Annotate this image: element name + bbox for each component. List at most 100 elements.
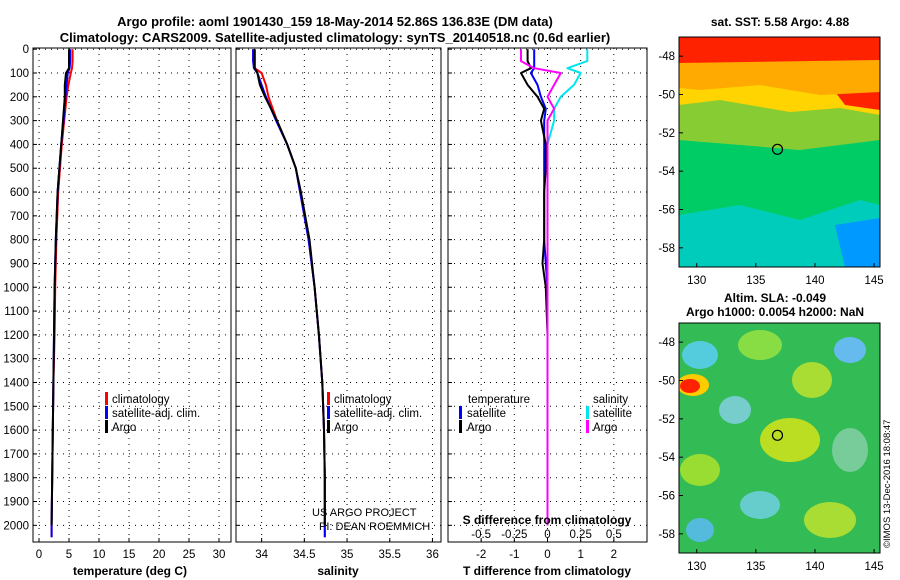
temperature-grid bbox=[33, 48, 231, 542]
sla-lon-tick-label: 130 bbox=[687, 561, 706, 573]
legend-title-temperature: temperature bbox=[468, 394, 530, 406]
t-diff-tick-label: 1 bbox=[577, 549, 583, 561]
legend-label-argo: Argo bbox=[334, 422, 358, 434]
series-line-satellite-adj-clim- bbox=[252, 49, 326, 538]
sla-map-title-line1: Altim. SLA: -0.049 bbox=[724, 291, 826, 305]
legend-swatch-satellite bbox=[105, 406, 108, 419]
s-diff-tick-label: 0.25 bbox=[569, 529, 591, 541]
sla-map-title-line2: Argo h1000: 0.0054 h2000: NaN bbox=[686, 305, 864, 319]
legend-swatch-climatology bbox=[105, 392, 108, 405]
temperature-tick-label: 20 bbox=[153, 549, 166, 561]
sla-lat-tick-label: -52 bbox=[658, 414, 675, 426]
legend-label-argo: Argo bbox=[112, 422, 136, 434]
s-diff-tick-label: 0.5 bbox=[606, 529, 622, 541]
salinity-legend: climatology satellite-adj. clim. Argo bbox=[327, 392, 422, 434]
depth-tick-label: 1900 bbox=[3, 497, 29, 509]
temperature-legend: climatology satellite-adj. clim. Argo bbox=[105, 392, 200, 434]
sst-lat-tick-label: -50 bbox=[658, 90, 675, 102]
sst-argo-position-marker bbox=[771, 143, 784, 155]
legend-label-satellite: satellite-adj. clim. bbox=[334, 408, 422, 420]
legend-swatch-s-satellite bbox=[586, 406, 589, 419]
sla-lon-tick-label: 135 bbox=[746, 561, 765, 573]
legend-label-t-argo: Argo bbox=[467, 422, 491, 434]
legend-label-t-satellite: satellite bbox=[467, 408, 506, 420]
legend-label-climatology: climatology bbox=[112, 394, 170, 406]
legend-label-satellite: satellite-adj. clim. bbox=[112, 408, 200, 420]
depth-tick-label: 1600 bbox=[3, 425, 29, 437]
salinity-x-ticks: 34 34.5 35 35.5 36 bbox=[255, 549, 439, 561]
legend-swatch-satellite bbox=[327, 406, 330, 419]
depth-tick-label: 1500 bbox=[3, 401, 29, 413]
series-line-climatology bbox=[252, 49, 326, 538]
sla-heatmap bbox=[679, 323, 880, 553]
temperature-profile-panel: 0 5 10 15 20 25 30 temperature (deg C) c… bbox=[32, 47, 232, 578]
legend-title-salinity: salinity bbox=[593, 394, 628, 406]
salinity-tick-label: 36 bbox=[426, 549, 439, 561]
sla-blob bbox=[686, 518, 714, 542]
t-diff-tick-label: 0 bbox=[544, 549, 550, 561]
sla-warm-eddy-core bbox=[680, 379, 700, 393]
sst-lat-tick-label: -54 bbox=[658, 166, 675, 178]
legend-label-climatology: climatology bbox=[334, 394, 392, 406]
sst-green-yellow-band bbox=[679, 100, 880, 150]
t-diff-tick-label: 2 bbox=[611, 549, 617, 561]
project-annotation: US ARGO PROJECT bbox=[312, 507, 417, 519]
depth-tick-label: 1200 bbox=[3, 330, 29, 342]
sla-blob bbox=[719, 396, 751, 424]
depth-tick-label: 1800 bbox=[3, 473, 29, 485]
depth-tick-label: 1000 bbox=[3, 282, 29, 294]
depth-tick-label: 1400 bbox=[3, 377, 29, 389]
sla-lon-tick-label: 140 bbox=[805, 561, 824, 573]
salinity-tick-label: 34.5 bbox=[293, 549, 315, 561]
sla-blob bbox=[804, 502, 856, 538]
s-diff-tick-label: 0 bbox=[544, 529, 550, 541]
sst-lon-tick-label: 135 bbox=[746, 275, 765, 287]
temperature-plot-frame bbox=[32, 47, 232, 543]
difference-series bbox=[520, 49, 589, 526]
sst-lon-tick-label: 130 bbox=[687, 275, 706, 287]
sla-blob bbox=[738, 330, 782, 360]
depth-axis-labels: 0 100 200 300 400 500 600 700 800 900 10… bbox=[3, 44, 29, 532]
salinity-tick-label: 35 bbox=[341, 549, 354, 561]
salinity-series bbox=[252, 49, 326, 538]
figure-title-line2: Climatology: CARS2009. Satellite-adjuste… bbox=[60, 30, 611, 45]
sst-blue-south bbox=[835, 218, 880, 267]
legend-label-s-argo: Argo bbox=[593, 422, 617, 434]
legend-swatch-t-satellite bbox=[459, 406, 462, 419]
sst-heatmap bbox=[679, 37, 880, 267]
sst-lon-tick-label: 140 bbox=[805, 275, 824, 287]
legend-swatch-climatology bbox=[327, 392, 330, 405]
depth-tick-label: 0 bbox=[23, 44, 29, 56]
sst-orange-band bbox=[679, 60, 880, 95]
depth-tick-label: 400 bbox=[10, 139, 29, 151]
sla-blob bbox=[792, 362, 832, 398]
temperature-series bbox=[50, 49, 74, 538]
t-diff-tick-label: -1 bbox=[509, 549, 519, 561]
depth-tick-label: 1700 bbox=[3, 449, 29, 461]
series-line-salinity-argo bbox=[520, 49, 562, 526]
depth-tick-label: 100 bbox=[10, 68, 29, 80]
sla-blob bbox=[834, 337, 866, 363]
depth-tick-label: 800 bbox=[10, 235, 29, 247]
sst-map-title: sat. SST: 5.58 Argo: 4.88 bbox=[711, 15, 850, 29]
sla-blob bbox=[760, 418, 820, 462]
sla-lon-ticks: 130 135 140 145 bbox=[687, 561, 884, 573]
temperature-x-ticks: 0 5 10 15 20 25 30 bbox=[36, 549, 226, 561]
depth-tick-label: 1300 bbox=[3, 354, 29, 366]
salinity-profile-panel: 34 34.5 35 35.5 36 salinity climatology … bbox=[235, 47, 442, 578]
depth-tick-label: 700 bbox=[10, 211, 29, 223]
sla-map-panel: Altim. SLA: -0.049 Argo h1000: 0.0054 h2… bbox=[658, 291, 893, 573]
temperature-tick-label: 15 bbox=[123, 549, 136, 561]
difference-profile-panel: -2 -1 0 1 2 -0.5 -0.25 0 0.25 0.5 S diff… bbox=[447, 47, 648, 578]
sst-lat-tick-label: -52 bbox=[658, 128, 675, 140]
legend-swatch-s-argo bbox=[586, 420, 589, 433]
salinity-grid bbox=[236, 48, 441, 542]
depth-tick-label: 900 bbox=[10, 258, 29, 270]
t-difference-axis-label: T difference from climatology bbox=[463, 564, 631, 578]
sla-lat-tick-label: -54 bbox=[658, 452, 675, 464]
depth-tick-label: 500 bbox=[10, 163, 29, 175]
depth-tick-label: 600 bbox=[10, 187, 29, 199]
s-difference-axis-label: S difference from climatology bbox=[463, 513, 632, 527]
sla-blob bbox=[682, 341, 718, 369]
sst-lat-tick-label: -48 bbox=[658, 51, 675, 63]
